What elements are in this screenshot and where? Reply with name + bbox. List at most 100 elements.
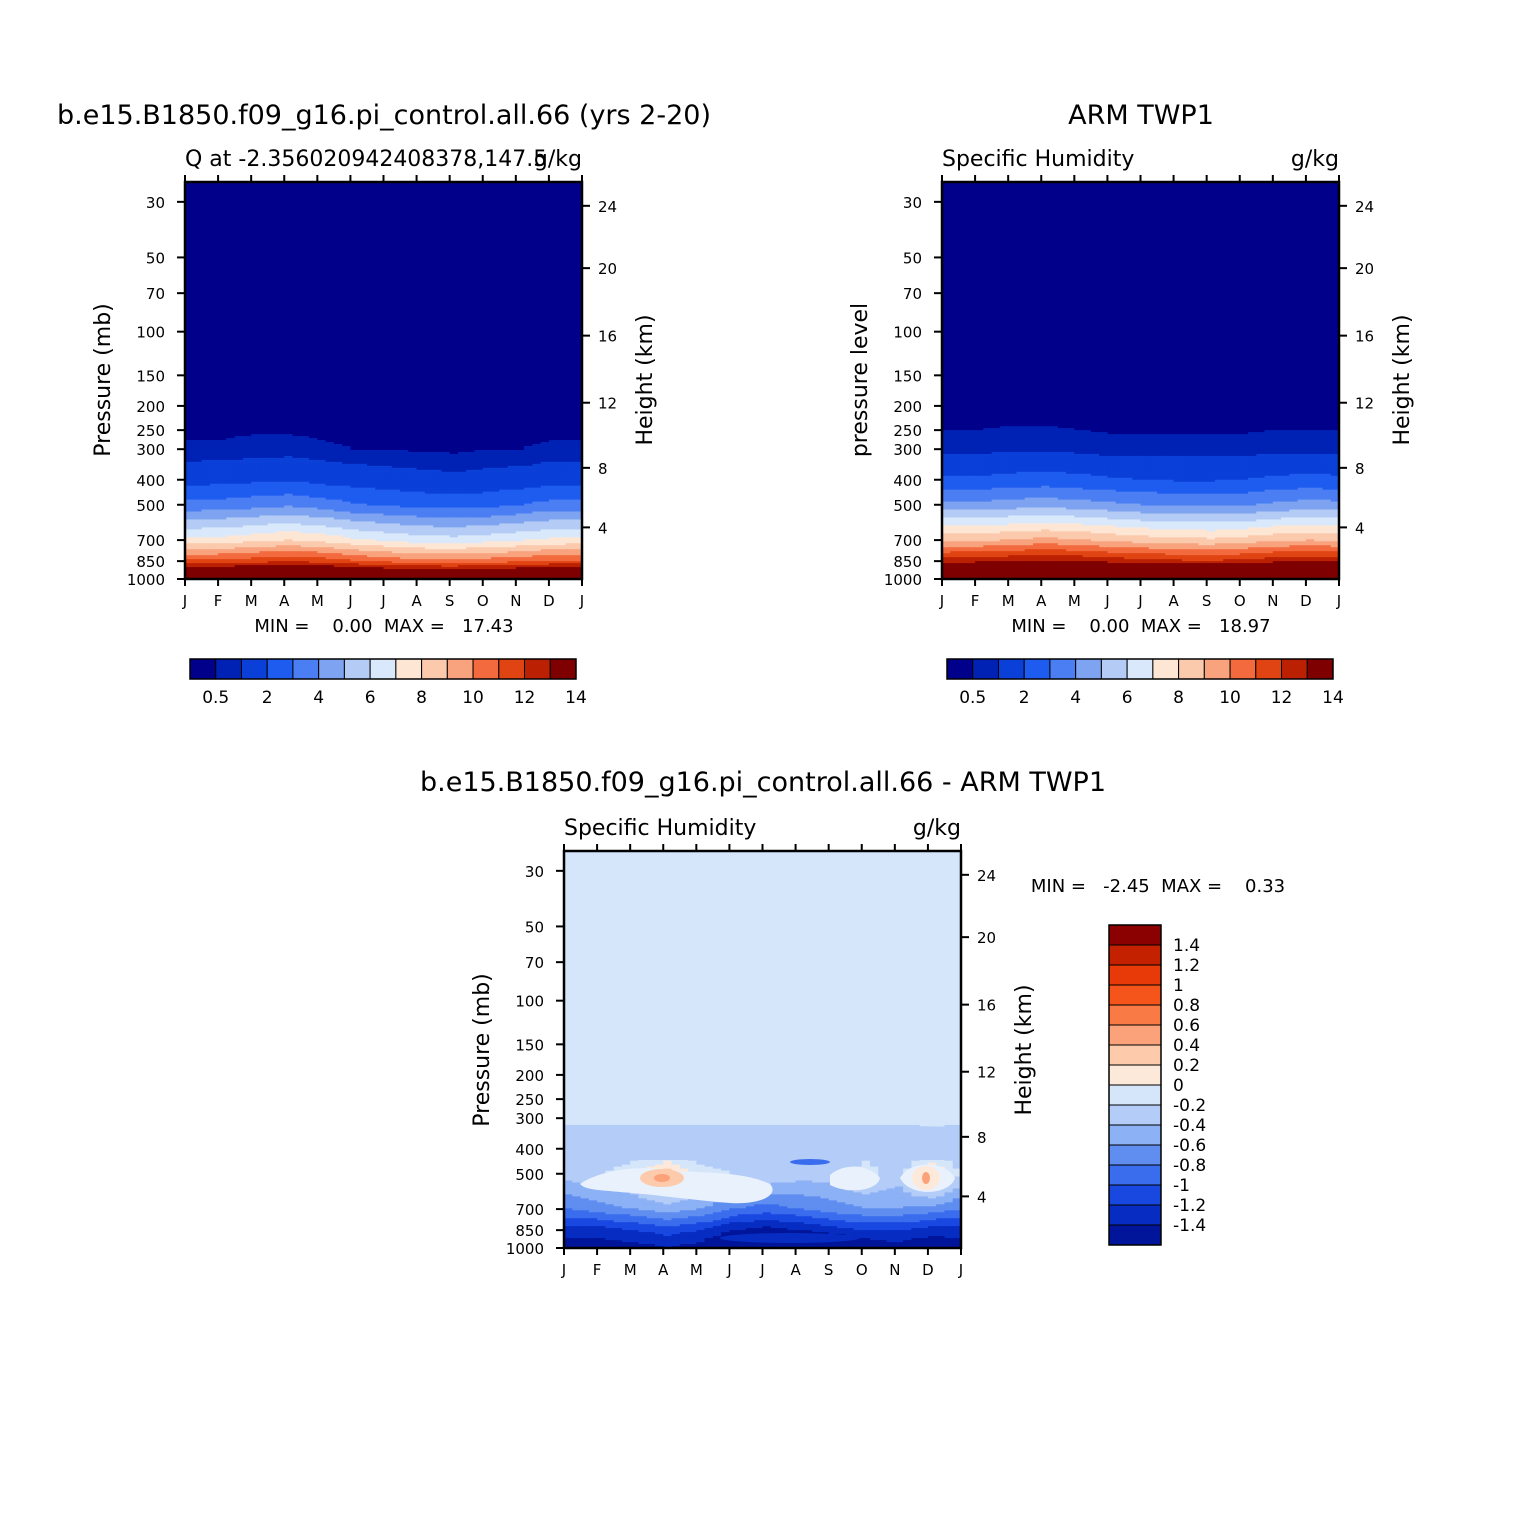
field-cell xyxy=(474,567,484,570)
field-cell xyxy=(218,513,227,517)
field-cell xyxy=(499,471,509,475)
field-cell xyxy=(1214,416,1224,419)
field-cell xyxy=(342,457,352,461)
field-cell xyxy=(441,553,451,556)
field-cell xyxy=(573,426,582,429)
field-cell xyxy=(449,499,459,503)
field-cell xyxy=(424,459,434,463)
field-cell xyxy=(317,422,327,425)
field-cell xyxy=(507,541,517,544)
field-cell xyxy=(267,503,277,507)
field-cell xyxy=(499,551,509,554)
field-cell xyxy=(482,453,492,457)
field-cell xyxy=(234,491,244,495)
field-cell xyxy=(201,505,211,509)
field-cell xyxy=(433,479,442,483)
field-cell xyxy=(1123,402,1133,405)
field-cell xyxy=(1049,400,1059,403)
field-cell xyxy=(466,539,476,542)
field-cell xyxy=(209,479,219,483)
field-cell xyxy=(267,416,277,419)
field-cell xyxy=(383,525,393,528)
field-cell xyxy=(457,543,467,546)
field-cell xyxy=(400,513,409,517)
field-cell xyxy=(292,446,302,449)
field-cell xyxy=(1115,414,1125,417)
field-cell xyxy=(226,438,236,441)
field-cell xyxy=(358,499,368,503)
field-cell xyxy=(275,533,285,536)
field-cell xyxy=(358,461,368,465)
field-cell xyxy=(400,469,409,473)
field-cell xyxy=(573,432,582,435)
field-cell xyxy=(242,428,252,431)
field-cell xyxy=(449,487,459,491)
field-cell xyxy=(950,406,960,409)
field-cell xyxy=(557,501,567,505)
field-cell xyxy=(375,559,385,562)
field-cell xyxy=(1256,404,1266,407)
field-cell xyxy=(366,434,376,437)
pressure-label: 700 xyxy=(136,532,165,550)
field-cell xyxy=(300,525,310,528)
field-cell xyxy=(573,557,582,560)
field-cell xyxy=(275,495,285,499)
field-cell xyxy=(449,527,459,530)
field-cell xyxy=(267,501,277,505)
field-cell xyxy=(1181,420,1191,423)
field-cell xyxy=(350,531,360,534)
field-cell xyxy=(1099,402,1109,405)
field-cell xyxy=(201,473,211,477)
field-cell xyxy=(1140,414,1150,417)
field-cell xyxy=(242,497,252,501)
field-cell xyxy=(275,509,285,513)
field-cell xyxy=(259,553,269,556)
field-cell xyxy=(218,469,227,473)
field-cell xyxy=(284,420,294,423)
field-cell xyxy=(1173,422,1183,425)
field-cell xyxy=(474,483,484,487)
field-cell xyxy=(466,543,476,546)
field-cell xyxy=(433,404,442,407)
field-cell xyxy=(424,438,434,441)
field-cell xyxy=(466,465,476,469)
field-cell xyxy=(251,517,261,521)
field-cell xyxy=(416,505,426,509)
field-cell xyxy=(325,551,335,554)
field-cell xyxy=(557,565,567,568)
field-cell xyxy=(366,430,376,433)
field-cell xyxy=(958,414,968,417)
field-cell xyxy=(309,563,318,566)
field-cell xyxy=(185,573,194,576)
field-cell xyxy=(193,553,203,556)
field-cell xyxy=(193,453,203,457)
field-cell xyxy=(1140,402,1150,405)
field-cell xyxy=(226,457,236,461)
field-cell xyxy=(532,499,542,503)
field-cell xyxy=(548,420,558,423)
field-cell xyxy=(991,416,1001,419)
field-cell xyxy=(491,434,500,437)
field-cell xyxy=(424,430,434,433)
field-cell xyxy=(466,426,476,429)
field-cell xyxy=(433,410,442,413)
month-label: F xyxy=(214,592,223,610)
field-cell xyxy=(1066,408,1075,411)
field-cell xyxy=(515,483,525,487)
field-cell xyxy=(491,428,500,431)
field-cell xyxy=(515,521,525,525)
field-cell xyxy=(309,473,318,477)
field-cell xyxy=(1057,400,1067,403)
field-cell xyxy=(201,497,211,501)
field-cell xyxy=(325,525,335,528)
field-cell xyxy=(325,461,335,465)
field-cell xyxy=(400,412,409,415)
field-cell xyxy=(259,410,269,413)
field-cell xyxy=(209,400,219,403)
field-cell xyxy=(242,571,252,574)
field-cell xyxy=(218,453,227,457)
field-cell xyxy=(449,501,459,505)
field-cell xyxy=(209,457,219,461)
field-cell xyxy=(540,475,550,479)
field-cell xyxy=(1008,402,1018,405)
